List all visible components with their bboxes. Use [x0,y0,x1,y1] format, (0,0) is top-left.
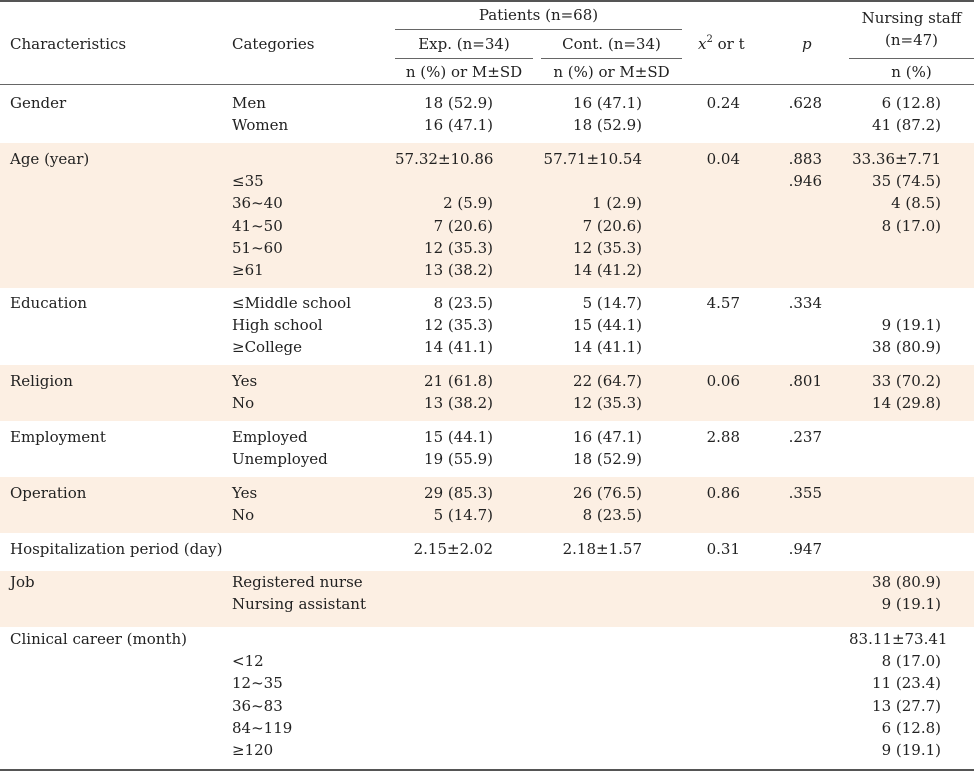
x2-superscript: 2 [706,34,713,45]
table-cell-cont: 16 (47.1) 18 (52.9) [573,94,642,135]
x2-rest: or t [712,35,745,53]
row-band [0,477,974,533]
table-cell-stat: 0.24 [706,94,740,112]
table-cell-nursing: 9 (19.1) 38 (80.9) [872,316,941,357]
x2-symbol: x [698,35,707,53]
table-cell-stat: 4.57 [706,294,740,312]
table-cell-categories: ≤Middle school High school ≥College [232,294,351,357]
table-cell-exp: 2.15±2.02 [413,540,493,558]
header-exp-sub: n (%) or M±SD [405,63,523,81]
bottom-rule [0,769,974,771]
cont-underline [541,58,682,59]
table-cell-p: .355 [788,484,822,502]
table-cell-characteristic: Hospitalization period (day) [10,540,223,558]
table-cell-exp: 18 (52.9) 16 (47.1) [424,94,493,135]
table-cell-p: .947 [788,540,822,558]
table-cell-characteristic: Job [10,573,35,591]
table-cell-stat: 0.86 [706,484,740,502]
row-band [0,143,974,288]
table-cell-cont: 26 (76.5) 8 (23.5) [573,484,642,525]
header-categories: Categories [232,35,315,53]
table-cell-nursing: 33 (70.2) 14 (29.8) [872,372,941,413]
header-nursing-sub: n (%) [891,63,932,81]
row-band [0,571,974,627]
table-cell-cont: 22 (64.7) 12 (35.3) [573,372,642,413]
nursing-underline [849,58,974,59]
table-cell-nursing: 6 (12.8) 41 (87.2) [872,94,941,135]
header-characteristics: Characteristics [10,35,127,53]
header-cont-sub: n (%) or M±SD [553,63,670,81]
patients-span-rule [395,29,682,30]
table-cell-exp: 15 (44.1) 19 (55.9) [424,428,493,469]
table-cell-cont: 57.71±10.54 1 (2.9) 7 (20.6) 12 (35.3) 1… [543,150,642,280]
table-cell-stat: 0.06 [706,372,740,390]
table-cell-p: .883 .946 [788,150,822,191]
table-cell-exp: 8 (23.5) 12 (35.3) 14 (41.1) [424,294,493,357]
table-cell-categories: ≤35 36~40 41~50 51~60 ≥61 [232,172,283,280]
header-p: p [802,35,812,53]
row-band [0,365,974,421]
table-cell-cont: 5 (14.7) 15 (44.1) 14 (41.1) [573,294,642,357]
exp-underline [395,58,533,59]
table-cell-characteristic: Clinical career (month) [10,630,187,648]
table-cell-categories: Yes No [232,484,258,525]
table-cell-nursing: 33.36±7.71 35 (74.5) 4 (8.5) 8 (17.0) [852,150,941,235]
table-cell-cont: 2.18±1.57 [562,540,642,558]
table-cell-nursing: 83.11±73.41 8 (17.0) 11 (23.4) 13 (27.7)… [849,630,948,760]
table-cell-stat: 2.88 [706,428,740,446]
table-cell-cont: 16 (47.1) 18 (52.9) [573,428,642,469]
table-cell-exp: 57.32±10.86 2 (5.9) 7 (20.6) 12 (35.3) 1… [395,150,494,280]
table-cell-categories: Employed Unemployed [232,428,328,469]
header-exp: Exp. (n=34) [418,35,510,53]
table-cell-categories: Men Women [232,94,289,135]
table-cell-characteristic: Gender [10,94,67,112]
table-cell-characteristic: Education [10,294,88,312]
header-nursing-line2: (n=47) [884,31,939,49]
header-patients: Patients (n=68) [478,6,599,24]
table-cell-stat: 0.04 [706,150,740,168]
table-cell-categories: Yes No [232,372,258,413]
table-cell-characteristic: Religion [10,372,73,390]
table-cell-p: .628 [788,94,822,112]
header-nursing-line1: Nursing staff [861,9,962,27]
header-bottom-rule [0,84,974,85]
header-cont: Cont. (n=34) [562,35,661,53]
table-cell-p: .801 [788,372,822,390]
table-cell-p: .334 [788,294,822,312]
table-cell-categories: <12 12~35 36~83 84~119 ≥120 [232,652,293,760]
table-cell-characteristic: Age (year) [10,150,90,168]
top-rule [0,0,974,2]
table-cell-characteristic: Operation [10,484,87,502]
table-cell-p: .237 [788,428,822,446]
table-cell-stat: 0.31 [706,540,740,558]
header-stat: x2 or t [698,34,745,57]
table-cell-exp: 21 (61.8) 13 (38.2) [424,372,493,413]
table-cell-nursing: 38 (80.9) 9 (19.1) [872,573,941,614]
table-cell-categories: Registered nurse Nursing assistant [232,573,366,614]
table-cell-exp: 29 (85.3) 5 (14.7) [424,484,493,525]
table-cell-characteristic: Employment [10,428,106,446]
